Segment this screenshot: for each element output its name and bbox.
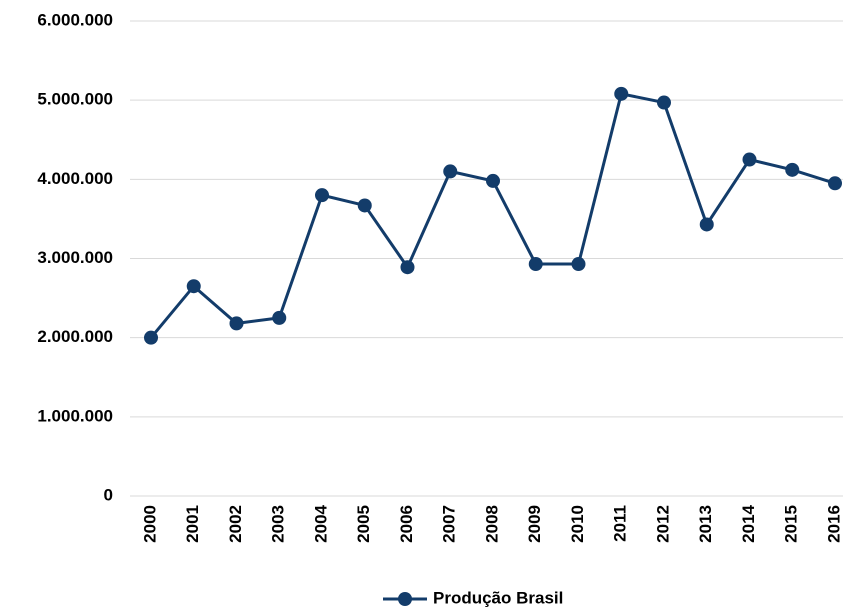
x-tick-label: 2000 (140, 505, 159, 543)
x-tick-label: 2012 (653, 505, 672, 543)
x-tick-label: 2002 (226, 505, 245, 543)
data-point (486, 173, 500, 188)
y-tick-label: 5.000.000 (37, 90, 113, 109)
x-tick-label: 2013 (696, 505, 715, 543)
x-tick-label: 2004 (311, 504, 330, 542)
x-tick-label: 2014 (739, 504, 758, 542)
x-tick-label: 2007 (440, 505, 459, 543)
data-point (144, 330, 158, 345)
data-point (785, 162, 800, 177)
legend-marker (398, 592, 412, 606)
y-tick-label: 6.000.000 (37, 10, 113, 29)
data-point (571, 257, 586, 272)
data-point (357, 198, 372, 213)
data-point (614, 86, 629, 101)
y-tick-label: 3.000.000 (37, 248, 113, 267)
data-point (742, 152, 757, 167)
legend-label: Produção Brasil (433, 588, 563, 607)
data-point (699, 217, 714, 232)
x-tick-label: 2008 (482, 505, 501, 543)
x-tick-label: 2010 (568, 505, 587, 543)
x-tick-label: 2006 (397, 505, 416, 543)
y-tick-label: 2.000.000 (37, 327, 113, 346)
x-tick-label: 2016 (824, 505, 843, 543)
x-tick-label: 2015 (782, 505, 801, 543)
x-tick-label: 2005 (354, 505, 373, 543)
data-point (186, 279, 201, 294)
data-point (229, 316, 244, 331)
data-point (272, 310, 287, 325)
y-tick-label: 4.000.000 (37, 169, 113, 188)
data-point (315, 188, 329, 203)
x-tick-label: 2011 (611, 505, 630, 542)
x-tick-label: 2003 (269, 505, 288, 543)
series-line (149, 92, 836, 339)
data-point (528, 257, 543, 272)
x-tick-label: 2009 (525, 505, 544, 543)
data-point (443, 164, 458, 179)
x-tick-label: 2001 (183, 505, 202, 543)
data-point (400, 260, 415, 275)
y-tick-label: 1.000.000 (37, 406, 113, 425)
data-point (657, 95, 671, 110)
y-tick-label: 0 (104, 485, 113, 504)
data-point (828, 176, 842, 191)
